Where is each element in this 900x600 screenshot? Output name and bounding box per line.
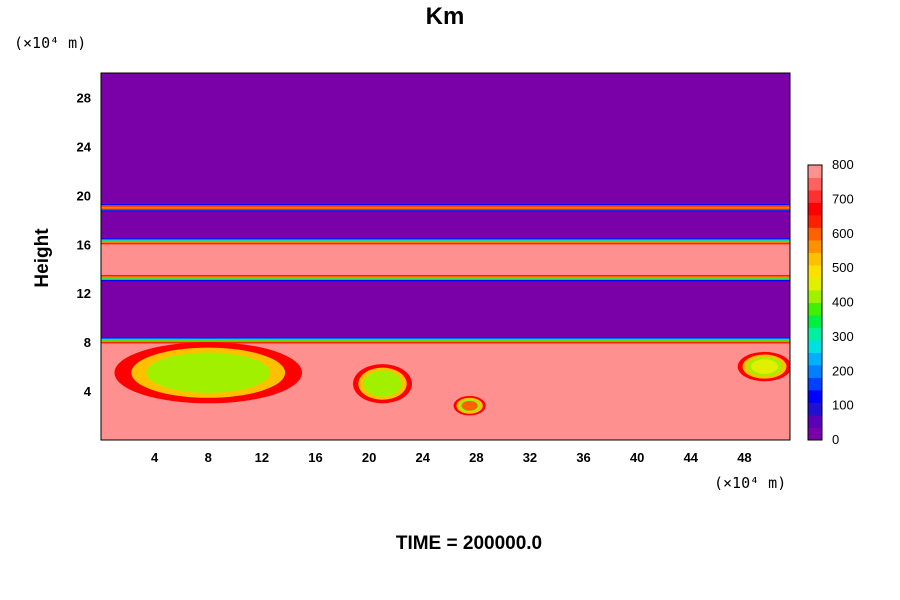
x-tick-label: 4 — [151, 450, 159, 465]
colorbar-frame — [807, 164, 823, 441]
band-edge-bottom — [101, 279, 790, 282]
band-edge-bottom — [101, 276, 790, 278]
colorbar-segment — [808, 352, 822, 366]
colorbar-segment — [808, 427, 822, 441]
band-edge-bottom — [101, 210, 790, 212]
colorbar-segment — [808, 315, 822, 328]
feature-eddy-27 — [461, 400, 478, 411]
colorbar-segment — [808, 340, 822, 353]
band-edge-bottom — [101, 277, 790, 279]
colorbar-segment — [808, 190, 822, 203]
band-edge-top — [101, 342, 790, 344]
x-tick-label: 24 — [415, 450, 430, 465]
colorbar — [807, 164, 823, 441]
y-tick-label: 4 — [84, 384, 92, 399]
x-tick-label: 44 — [684, 450, 699, 465]
band-edge-top — [101, 340, 790, 343]
band-edge-bottom — [101, 278, 790, 280]
band-edge-bottom — [101, 206, 790, 208]
colorbar-segment — [808, 290, 822, 303]
colorbar-segment — [808, 277, 822, 291]
y-tick-label: 28 — [77, 90, 91, 105]
band-edge-top — [101, 208, 790, 211]
band-edge-top — [101, 240, 790, 242]
feature-eddy-left — [161, 357, 256, 389]
x-tick-label: 40 — [630, 450, 644, 465]
y-axis-label: Height — [32, 228, 53, 288]
x-tick-label: 12 — [255, 450, 269, 465]
colorbar-tick-label: 700 — [832, 191, 854, 206]
y-tick-labels: 4 8 12 16 20 24 28 — [77, 90, 92, 399]
band-edge-bottom — [101, 274, 790, 277]
colorbar-tick-labels: 0 100 200 300 400 500 600 700 800 — [832, 157, 854, 447]
band-edge-top — [101, 339, 790, 342]
plot-area — [101, 73, 790, 440]
x-tick-label: 16 — [308, 450, 322, 465]
y-unit-label: (×10⁴ m) — [14, 34, 86, 52]
colorbar-segment — [808, 227, 822, 241]
colorbar-tick-label: 0 — [832, 432, 839, 447]
band-edge-top — [101, 242, 790, 245]
colorbar-tick-label: 200 — [832, 363, 854, 378]
x-tick-label: 8 — [205, 450, 212, 465]
colorbar-segment — [808, 202, 822, 216]
colorbar-tick-label: 300 — [832, 329, 854, 344]
x-tick-label: 28 — [469, 450, 483, 465]
y-tick-label: 8 — [84, 335, 91, 350]
colorbar-segment — [808, 265, 822, 278]
time-label: TIME = 200000.0 — [396, 533, 542, 554]
x-unit-label: (×10⁴ m) — [714, 474, 786, 492]
colorbar-segment — [808, 402, 822, 416]
colorbar-tick-label: 500 — [832, 260, 854, 275]
feature-eddy-right — [751, 359, 778, 374]
colorbar-segment — [808, 390, 822, 403]
colorbar-segment — [808, 365, 822, 378]
x-tick-label: 32 — [523, 450, 537, 465]
colorbar-segment — [808, 240, 822, 253]
colorbar-tick-label: 800 — [832, 157, 854, 172]
colorbar-segment — [808, 302, 822, 316]
colorbar-tick-label: 600 — [832, 226, 854, 241]
colorbar-tick-label: 400 — [832, 295, 854, 310]
colorbar-tick-label: 100 — [832, 398, 854, 413]
colorbar-segment — [808, 415, 822, 428]
band-upper — [101, 73, 790, 204]
y-tick-label: 24 — [77, 139, 92, 154]
colorbar-segment — [808, 165, 822, 178]
field-bands — [101, 73, 790, 440]
band-edge-bottom — [101, 205, 790, 207]
band-edge-top — [101, 338, 790, 340]
band-edge-top — [101, 337, 790, 339]
band-gap-2 — [101, 287, 790, 335]
feature-eddy-20 — [367, 373, 398, 394]
band-turbulent-layer — [101, 238, 790, 281]
colorbar-segment — [808, 252, 822, 266]
band-edge-top — [101, 203, 790, 206]
chart-title: Km — [426, 3, 465, 30]
y-tick-label: 20 — [77, 188, 91, 203]
band-edge-top — [101, 238, 790, 240]
x-tick-labels: 4 8 12 16 20 24 28 32 36 40 44 48 — [151, 450, 752, 465]
x-tick-label: 20 — [362, 450, 376, 465]
band-edge-top — [101, 239, 790, 241]
x-tick-label: 36 — [576, 450, 590, 465]
band-edge-top — [101, 207, 790, 209]
band-gap-1 — [101, 216, 790, 239]
y-tick-label: 16 — [77, 237, 91, 252]
x-tick-label: 48 — [737, 450, 751, 465]
y-tick-label: 12 — [77, 286, 91, 301]
colorbar-segment — [808, 177, 822, 191]
field-features — [114, 342, 790, 416]
colorbar-segment — [808, 377, 822, 391]
colorbar-segment — [808, 215, 822, 228]
colorbar-segment — [808, 327, 822, 341]
plot-frame — [100, 72, 791, 441]
band-edge-top — [101, 241, 790, 244]
